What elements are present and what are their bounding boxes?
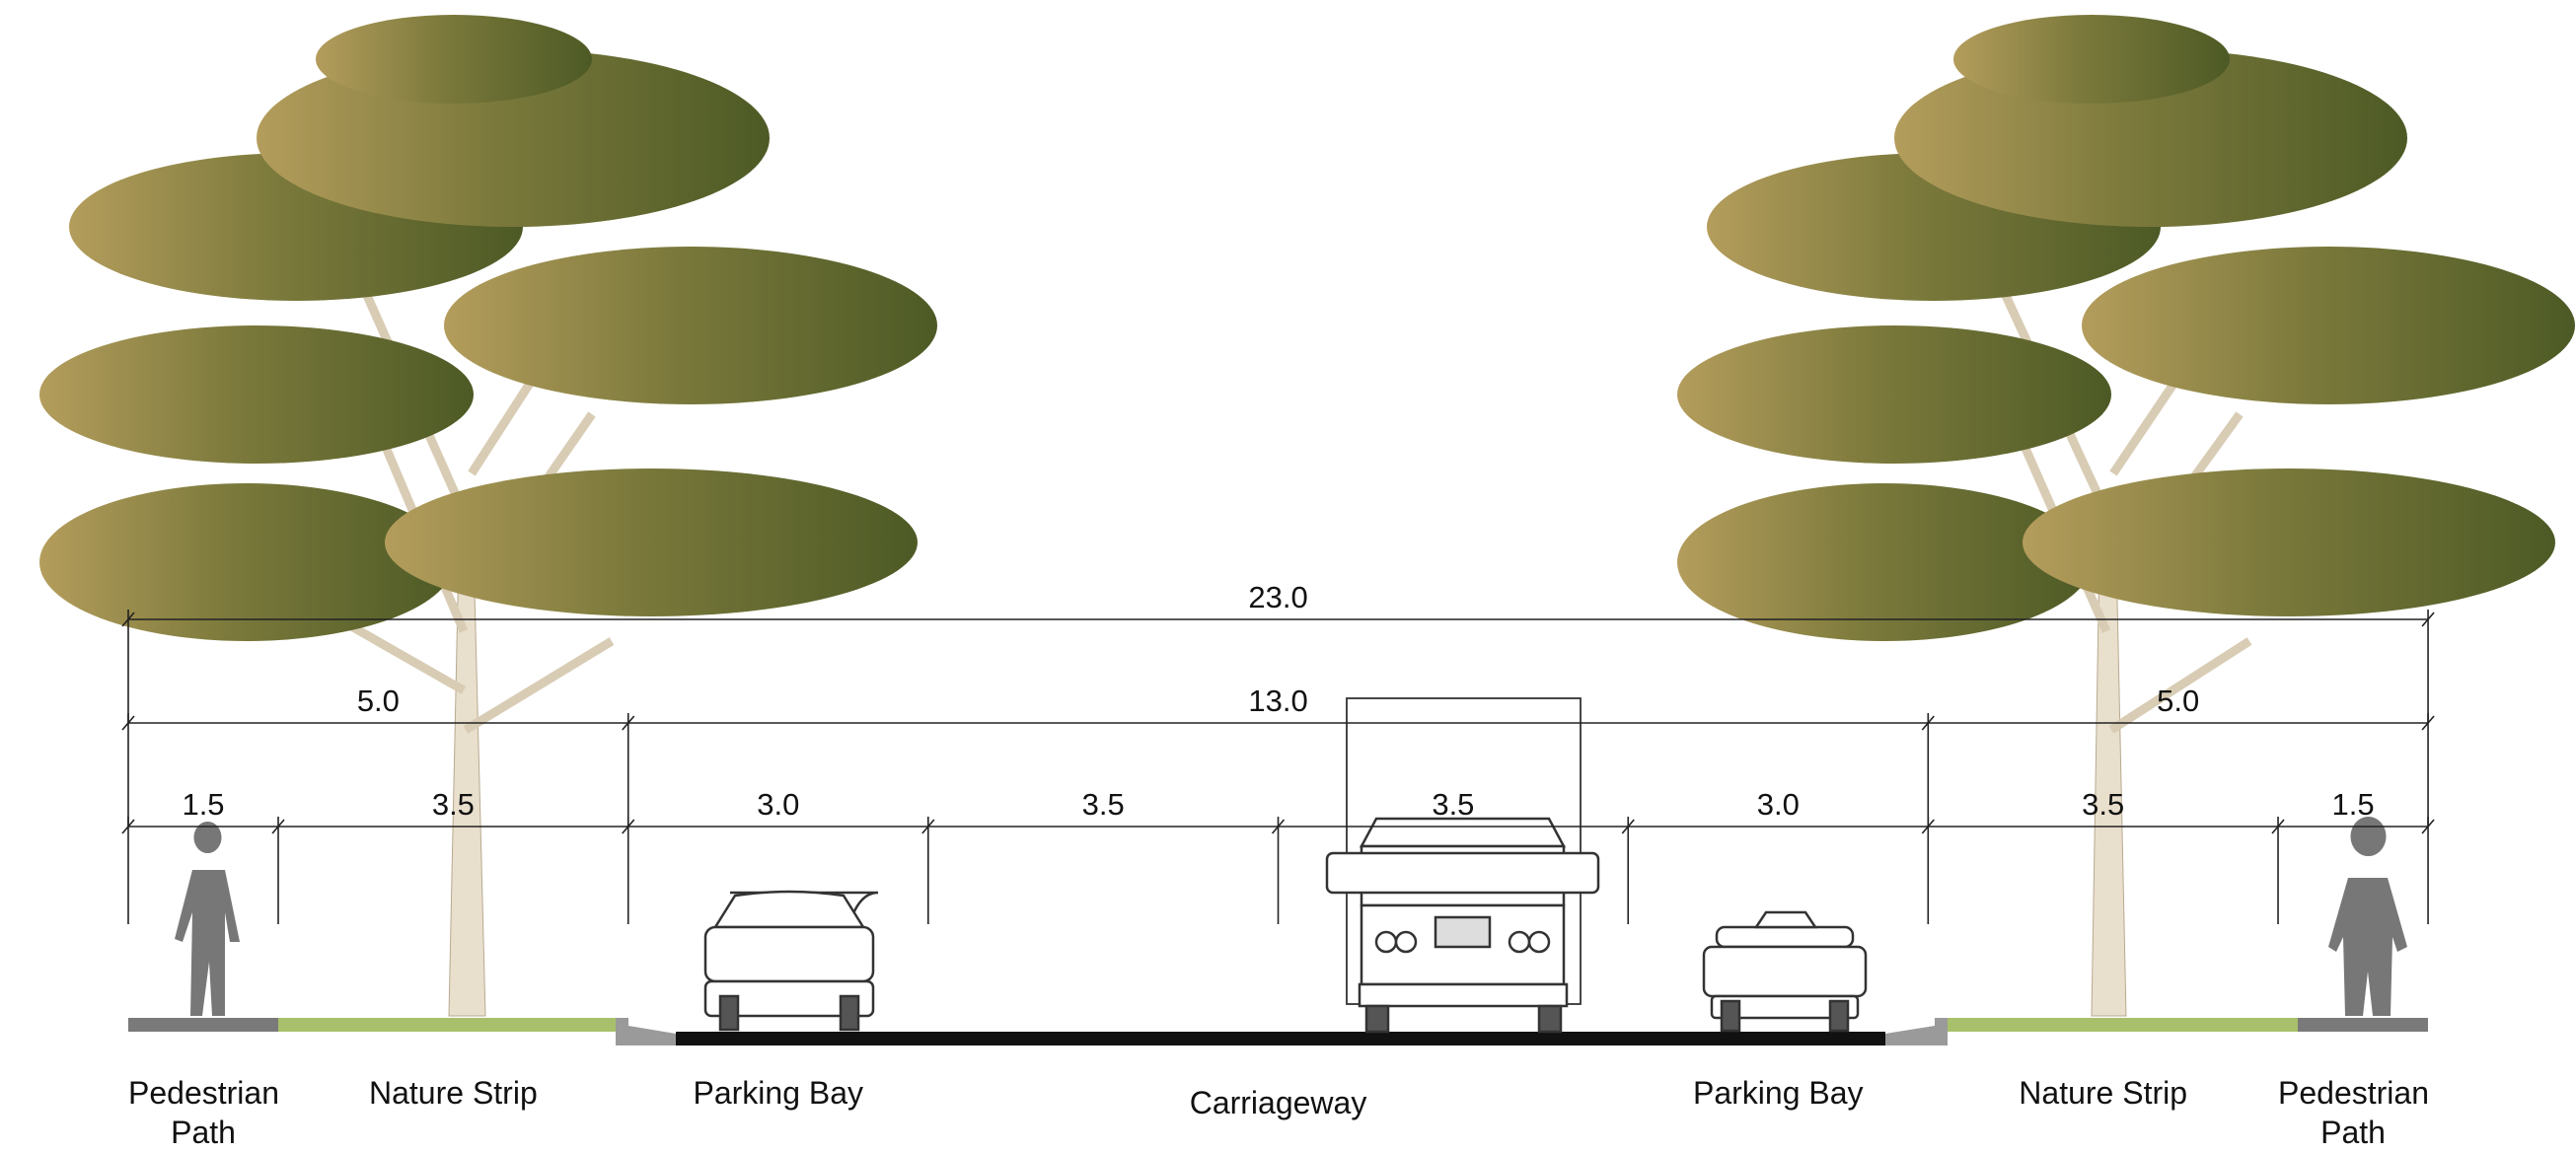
car: [705, 892, 1866, 1031]
kerb: [616, 1018, 676, 1045]
zone-label: Nature Strip: [1941, 1073, 2266, 1113]
dimension-label: 3.5: [1432, 787, 1474, 822]
dimension-label: 23.0: [1248, 580, 1307, 614]
dimension-label: 3.5: [2082, 787, 2124, 822]
zone-label: Carriageway: [1116, 1083, 1441, 1122]
footpath: [2298, 1018, 2428, 1032]
dimension-label: 5.0: [2157, 684, 2199, 718]
dimension-label: 5.0: [357, 684, 400, 718]
zone-label: Parking Bay: [628, 1073, 928, 1113]
dimension-label: 1.5: [2331, 787, 2374, 822]
zone-label: Pedestrian Path: [128, 1073, 278, 1152]
tree: [1677, 15, 2575, 1016]
truck: [1327, 698, 1598, 1032]
dimension-label: 3.0: [757, 787, 799, 822]
dimension-label: 13.0: [1248, 684, 1307, 718]
kerb: [1885, 1018, 1948, 1045]
street-section: 1.5 3.5 3.0 3.5 3.5 3.0 3.5 1.5 5.0 13.0 5.0 23.0 P…: [0, 0, 2576, 1153]
zone-label: Parking Bay: [1628, 1073, 1928, 1113]
footpath: [128, 1018, 278, 1032]
pedestrian: [2328, 817, 2407, 1016]
nature-strip: [278, 1018, 628, 1032]
tree: [39, 15, 937, 1016]
diagram: 1.5 3.5 3.0 3.5 3.5 3.0 3.5 1.5 5.0 13.0 5.0 23.0: [0, 0, 2576, 1153]
zone-label: Pedestrian Path: [2278, 1073, 2428, 1152]
nature-strip: [1948, 1018, 2298, 1032]
dimension-label: 3.5: [1082, 787, 1125, 822]
dimension-label: 3.0: [1757, 787, 1800, 822]
dimension-label: 1.5: [182, 787, 224, 822]
zone-label: Nature Strip: [290, 1073, 616, 1113]
pedestrian: [175, 822, 240, 1016]
carriageway-surface: [676, 1032, 1885, 1045]
dimension-label: 3.5: [432, 787, 475, 822]
